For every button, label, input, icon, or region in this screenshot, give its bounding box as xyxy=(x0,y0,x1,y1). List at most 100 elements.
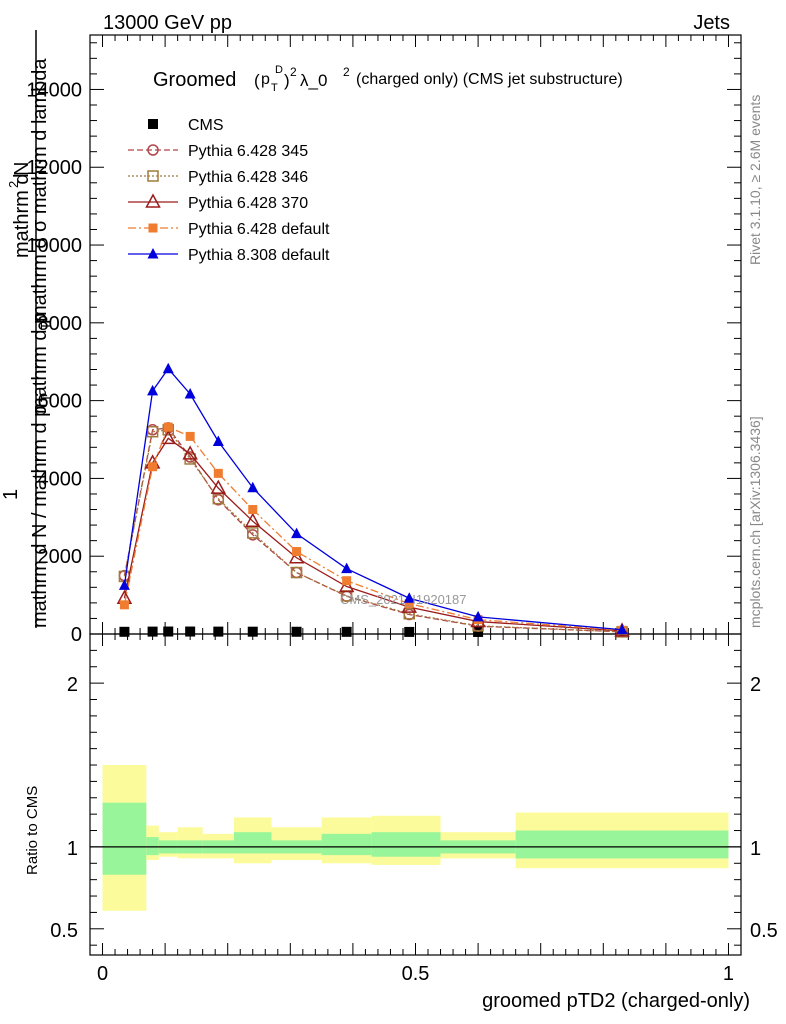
point-p346 xyxy=(403,608,415,620)
series-p8def xyxy=(118,362,628,635)
point-p6def xyxy=(342,576,352,586)
y-tick-label: 12000 xyxy=(26,157,82,179)
point-p8def xyxy=(162,362,174,374)
point-p8def xyxy=(247,481,259,493)
series-cms xyxy=(119,626,628,637)
x-tick-label: 1 xyxy=(723,963,734,985)
legend-entry-p8def: Pythia 8.308 default xyxy=(128,247,330,264)
legend-marker xyxy=(147,144,159,156)
ratio-y-tick-label: 2 xyxy=(67,674,78,696)
series-line-p6def xyxy=(123,426,623,631)
legend-label: Pythia 8.308 default xyxy=(188,247,330,264)
ratio-band-inner-1 xyxy=(146,837,159,856)
legend: CMS Pythia 6.428 345 Pythia 6.428 346 Pythi… xyxy=(128,117,330,264)
legend-entry-p345: Pythia 6.428 345 xyxy=(128,143,308,160)
svg-text:(: ( xyxy=(254,71,260,90)
point-p370 xyxy=(160,429,177,445)
legend-entry-p370: Pythia 6.428 370 xyxy=(128,193,308,212)
point-cms xyxy=(404,626,415,637)
svg-text:2: 2 xyxy=(290,65,297,79)
series-line-p370 xyxy=(123,437,623,632)
ratio-band-inner-5 xyxy=(233,832,272,854)
main-title: Groomed ( p T D ) 2 λ_0 2 (charged only)… xyxy=(153,64,623,94)
point-p370 xyxy=(244,512,261,527)
ratio-y-tick-label-right: 1 xyxy=(750,838,761,860)
x-tick-label: 0.5 xyxy=(402,963,430,985)
svg-text:p: p xyxy=(261,71,270,88)
tick-labels: 0 0.5 1 0 2000 4000 6000 8000 10000 12000 14000 0.5… xyxy=(26,79,777,985)
ratio-y-tick-label-right: 0.5 xyxy=(750,920,778,942)
watermark: CMS_2021_I1920187 xyxy=(340,592,467,607)
main-ylabel: mathrm d 2 N mathrm d p T mathrm d σ mat… xyxy=(0,30,53,628)
svg-text:D: D xyxy=(275,64,283,76)
svg-text:mathrm d p: mathrm d p xyxy=(29,313,51,414)
legend-label: CMS xyxy=(188,117,224,134)
y-tick-label: 2000 xyxy=(38,546,83,568)
y-tick-label: 0 xyxy=(71,624,82,646)
ratio-ylabel: Ratio to CMS xyxy=(24,786,41,875)
point-cms xyxy=(185,626,196,637)
legend-marker xyxy=(148,119,158,129)
svg-text:2: 2 xyxy=(343,65,350,79)
point-p6def xyxy=(292,547,302,557)
svg-text:): ) xyxy=(284,71,290,90)
point-p8def xyxy=(472,610,484,622)
ratio-y-tick-label: 1 xyxy=(67,838,78,860)
svg-text:mathrm d σ mathrm d lambda: mathrm d σ mathrm d lambda xyxy=(29,58,51,322)
legend-label: Pythia 6.428 346 xyxy=(188,169,308,186)
svg-text:mathrm d: mathrm d xyxy=(11,174,33,258)
svg-text:T: T xyxy=(271,82,278,94)
axis-ticks xyxy=(89,35,742,955)
ratio-band-inner-10 xyxy=(515,830,729,859)
y-tick-label: 14000 xyxy=(26,79,82,101)
xlabel: groomed pTD2 (charged-only) xyxy=(482,990,750,1012)
point-cms xyxy=(247,626,258,637)
point-p8def xyxy=(212,435,224,446)
y-tick-label: 4000 xyxy=(38,468,83,490)
y-tick-label: 8000 xyxy=(38,313,83,335)
ratio-band-inner-7 xyxy=(321,833,372,856)
point-cms xyxy=(291,626,302,637)
point-p8def xyxy=(291,527,303,539)
svg-text:T: T xyxy=(38,394,53,402)
point-p6def xyxy=(248,505,258,515)
legend-entry-p6def: Pythia 6.428 default xyxy=(128,221,330,238)
ratio-y-tick-label-right: 2 xyxy=(750,674,761,696)
svg-text:2: 2 xyxy=(6,181,21,188)
point-p6def xyxy=(213,468,223,478)
energy-label: 13000 GeV pp xyxy=(103,12,232,34)
legend-marker xyxy=(145,193,161,208)
point-p8def xyxy=(184,388,196,399)
x-tick-label: 0 xyxy=(97,963,108,985)
point-p346 xyxy=(247,527,259,539)
data-series xyxy=(116,362,630,638)
svg-text:N: N xyxy=(11,162,33,176)
svg-text:T: T xyxy=(38,322,53,330)
point-p6def xyxy=(119,600,129,610)
svg-text:1: 1 xyxy=(0,489,22,500)
legend-label: Pythia 6.428 default xyxy=(188,221,330,238)
svg-text:Groomed: Groomed xyxy=(153,69,236,91)
ratio-band-inner-0 xyxy=(102,802,147,875)
point-p346 xyxy=(146,425,159,438)
mcplots-label: mcplots.cern.ch [arXiv:1306.3436] xyxy=(747,416,763,628)
point-cms xyxy=(163,626,174,637)
svg-text:λ_0: λ_0 xyxy=(300,71,327,90)
point-p6def xyxy=(163,422,173,432)
point-p370 xyxy=(288,549,305,564)
point-p6def xyxy=(148,462,158,472)
point-p370 xyxy=(182,445,198,460)
ratio-y-tick-label: 0.5 xyxy=(50,920,78,942)
svg-text:(charged only) (CMS jet substr: (charged only) (CMS jet substructure) xyxy=(356,71,623,88)
legend-entry-cms: CMS xyxy=(148,117,224,134)
series-line-p345 xyxy=(123,427,623,633)
legend-label: Pythia 6.428 345 xyxy=(188,143,308,160)
y-tick-label: 10000 xyxy=(26,235,82,257)
rivet-label: Rivet 3.1.10, ≥ 2.6M events xyxy=(747,95,763,265)
jets-label: Jets xyxy=(693,12,730,34)
ratio-band-inner-8 xyxy=(371,832,441,857)
legend-label: Pythia 6.428 370 xyxy=(188,195,308,212)
ratio-bands xyxy=(102,765,729,911)
point-p345 xyxy=(290,566,303,579)
